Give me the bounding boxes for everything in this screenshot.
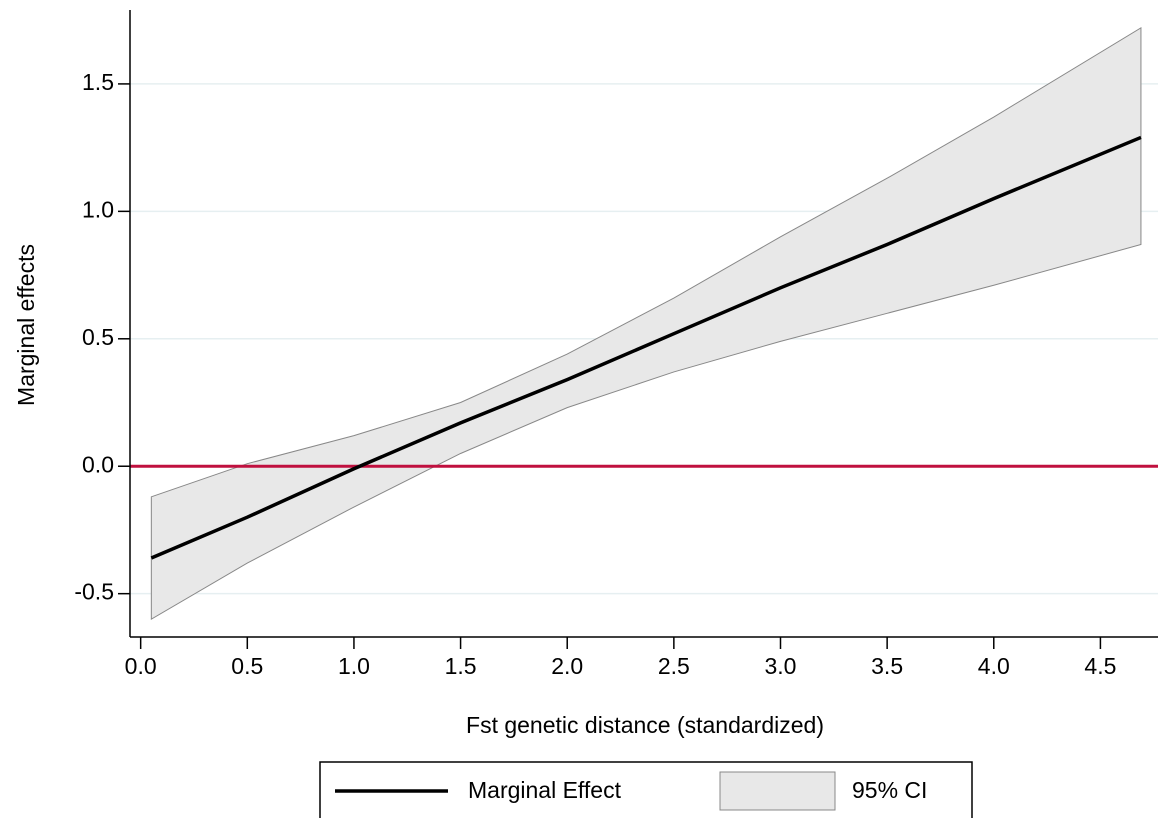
y-tick-label: 1.0: [82, 196, 114, 222]
legend: Marginal Effect 95% CI: [319, 761, 973, 818]
legend-frame: [319, 761, 973, 818]
x-tick-label: 3.0: [765, 653, 797, 679]
y-tick-label: 1.5: [82, 69, 114, 95]
effect-line: [150, 135, 1142, 560]
x-tick-label: 1.0: [338, 653, 370, 679]
x-tick-label: 3.5: [871, 653, 903, 679]
x-tick-label: 4.0: [978, 653, 1010, 679]
y-axis-label: Marginal effects: [13, 244, 39, 406]
x-tick-label: 2.5: [658, 653, 690, 679]
x-tick-label: 0.5: [231, 653, 263, 679]
ci-band: [150, 26, 1142, 621]
x-tick-label: 2.0: [551, 653, 583, 679]
x-tick-label: 1.5: [445, 653, 477, 679]
x-tick-label: 4.5: [1084, 653, 1116, 679]
legend-label: Marginal Effect: [468, 777, 622, 803]
x-axis-label: Fst genetic distance (standardized): [466, 712, 824, 738]
legend-label: 95% CI: [852, 777, 927, 803]
legend-band-swatch: [719, 771, 836, 811]
x-tick-label: 0.0: [125, 653, 157, 679]
y-tick-label: 0.0: [82, 451, 114, 477]
y-tick-label: -0.5: [74, 579, 114, 605]
y-tick-label: 0.5: [82, 324, 114, 350]
